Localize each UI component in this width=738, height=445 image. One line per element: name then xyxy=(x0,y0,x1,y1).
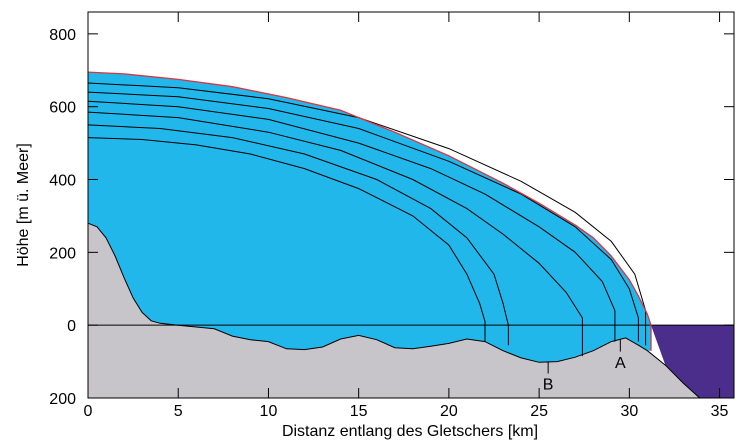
x-tick-label: 25 xyxy=(530,403,548,420)
x-tick-label: 15 xyxy=(350,403,368,420)
isochrone xyxy=(87,137,486,342)
y-tick-label: 600 xyxy=(49,100,76,117)
x-tick-label: 10 xyxy=(260,403,278,420)
y-tick-label: 800 xyxy=(49,27,76,44)
y-tick-label: 400 xyxy=(49,173,76,190)
ice-surface xyxy=(87,71,652,351)
x-tick-label: 5 xyxy=(174,403,183,420)
y-axis-label: Höhe [m ü. Meer] xyxy=(15,143,32,267)
isochrone xyxy=(87,82,647,346)
annotation: B xyxy=(543,377,554,394)
isochrone xyxy=(87,124,509,346)
x-tick-label: 30 xyxy=(620,403,638,420)
annotation: A xyxy=(615,355,626,372)
x-axis-label: Distanz entlang des Gletschers [km] xyxy=(282,423,538,440)
y-tick-label: 0 xyxy=(67,318,76,335)
ice-fill xyxy=(88,72,651,363)
plot-frame xyxy=(87,11,735,399)
bed-area xyxy=(88,223,734,398)
isochrone xyxy=(87,111,583,357)
x-tick-label: 20 xyxy=(440,403,458,420)
x-tick-label: 35 xyxy=(711,403,729,420)
y-tick-label: 200 xyxy=(49,245,76,262)
y-tick-label: 200 xyxy=(49,391,76,408)
isochrone xyxy=(87,91,639,342)
x-tick-label: 0 xyxy=(84,403,93,420)
ocean-fill xyxy=(651,325,734,398)
isochrone xyxy=(87,100,616,342)
bed-line xyxy=(87,222,701,399)
